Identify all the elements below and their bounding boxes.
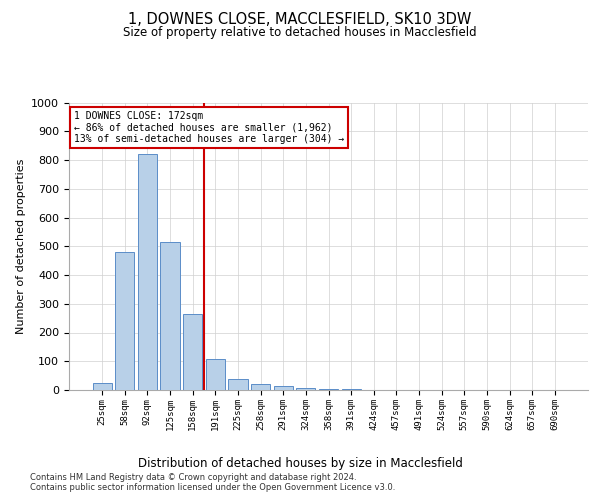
Bar <box>274 386 293 390</box>
Bar <box>229 379 248 390</box>
Text: 1, DOWNES CLOSE, MACCLESFIELD, SK10 3DW: 1, DOWNES CLOSE, MACCLESFIELD, SK10 3DW <box>128 12 472 28</box>
Bar <box>251 384 270 390</box>
Bar <box>115 252 134 390</box>
Text: Size of property relative to detached houses in Macclesfield: Size of property relative to detached ho… <box>123 26 477 39</box>
Text: Contains HM Land Registry data © Crown copyright and database right 2024.
Contai: Contains HM Land Registry data © Crown c… <box>30 472 395 492</box>
Bar <box>319 388 338 390</box>
Bar <box>296 388 316 390</box>
Bar <box>138 154 157 390</box>
Y-axis label: Number of detached properties: Number of detached properties <box>16 158 26 334</box>
Bar <box>206 359 225 390</box>
Text: 1 DOWNES CLOSE: 172sqm
← 86% of detached houses are smaller (1,962)
13% of semi-: 1 DOWNES CLOSE: 172sqm ← 86% of detached… <box>74 111 344 144</box>
Text: Distribution of detached houses by size in Macclesfield: Distribution of detached houses by size … <box>137 458 463 470</box>
Bar <box>92 383 112 390</box>
Bar <box>160 242 180 390</box>
Bar <box>183 314 202 390</box>
